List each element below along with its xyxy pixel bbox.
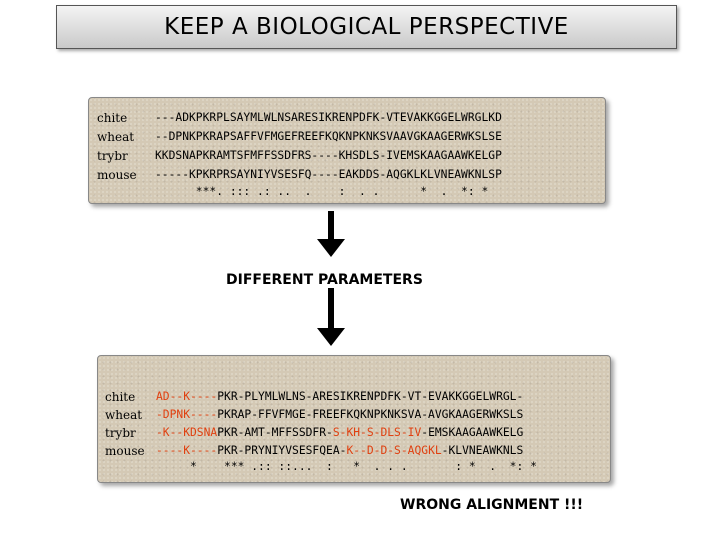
seq-name: wheat [105, 408, 143, 422]
seq-row: --DPNKPKRAPSAFFVFMGEFREEFKQKNPKNKSVAAVGK… [155, 130, 502, 143]
seq-segment: -EMSKAAGAAWKELG [421, 426, 524, 439]
seq-row: ----K----PKR-PRYNIYVSESFQEA-K--D-D-S-AQG… [156, 444, 523, 457]
seq-row: -DPNK----PKRAP-FFVFMGE-FREEFKQKNPKNKSVA-… [156, 408, 523, 421]
seq-name: chite [97, 111, 128, 125]
seq-segment-highlight: -DPNK---- [156, 408, 218, 421]
seq-name: trybr [97, 149, 128, 163]
seq-segment: PKR-PRYNIYVSESFQEA- [217, 444, 347, 457]
consensus-row: * *** .:: ::... : * . . . : * . *: * [156, 460, 537, 473]
seq-row: -----KPKRPRSAYNIYVSESFQ----EAKDDS-AQGKLK… [155, 168, 502, 181]
slide-title: KEEP A BIOLOGICAL PERSPECTIVE [164, 14, 569, 40]
middle-label: DIFFERENT PARAMETERS [226, 272, 423, 288]
arrow-down-icon [328, 211, 334, 241]
seq-segment-highlight: ----K---- [156, 444, 218, 457]
seq-segment-highlight: K--D-D-S-AQGKL [346, 444, 442, 457]
seq-row: KKDSNAPKRAMTSFMFFSSDFRS----KHSDLS-IVEMSK… [155, 149, 502, 162]
seq-name: mouse [97, 168, 137, 182]
seq-name: mouse [105, 444, 145, 458]
arrow-down-icon [328, 288, 334, 330]
seq-segment: PKR-PLYMLWLNS-ARESIKRENPDFK-VT-EVAKKGGEL… [217, 390, 524, 403]
seq-segment: PKRAP-FFVFMGE-FREEFKQKNPKNKSVA-AVGKAAGER… [217, 408, 524, 421]
alignment-panel-bottom: chite AD--K----PKR-PLYMLWLNS-ARESIKRENPD… [97, 355, 611, 483]
alignment-panel-top: chite ---ADKPKRPLSAYMLWLNSARESIKRENPDFK-… [88, 97, 606, 204]
seq-name: chite [105, 390, 136, 404]
seq-name: trybr [105, 426, 136, 440]
seq-segment-highlight: AD--K---- [156, 390, 218, 403]
title-banner: KEEP A BIOLOGICAL PERSPECTIVE [56, 5, 677, 49]
seq-segment: -KLVNEAWKNLS [441, 444, 524, 457]
seq-row: ---ADKPKRPLSAYMLWLNSARESIKRENPDFK-VTEVAK… [155, 111, 502, 124]
seq-row: AD--K----PKR-PLYMLWLNS-ARESIKRENPDFK-VT-… [156, 390, 523, 403]
arrow-head-icon [317, 239, 345, 257]
seq-name: wheat [97, 130, 135, 144]
consensus-row: ***. ::: .: .. . : . . * . *: * [155, 185, 489, 198]
seq-segment-highlight: S-KH-S-DLS-IV [332, 426, 422, 439]
arrow-head-icon [317, 328, 345, 346]
seq-segment-highlight: -K--KDSNA [156, 426, 218, 439]
bottom-label: WRONG ALIGNMENT !!! [400, 497, 584, 513]
seq-row: -K--KDSNAPKR-AMT-MFFSSDFR-S-KH-S-DLS-IV-… [156, 426, 523, 439]
seq-segment: PKR-AMT-MFFSSDFR- [217, 426, 333, 439]
